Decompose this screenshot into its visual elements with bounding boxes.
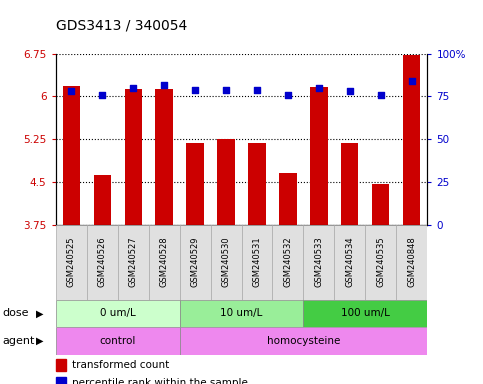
Bar [125, 88, 142, 225]
Text: ▶: ▶ [36, 308, 44, 318]
Bar [86, 225, 117, 300]
Point [377, 92, 385, 98]
Bar [211, 225, 242, 300]
Point [191, 86, 199, 93]
Text: GSM240532: GSM240532 [284, 237, 293, 287]
Bar [149, 225, 180, 300]
Bar [186, 142, 203, 225]
Bar [156, 88, 172, 225]
Text: 0 um/L: 0 um/L [99, 308, 135, 318]
Point [67, 88, 75, 94]
Bar [56, 377, 66, 384]
Text: 10 um/L: 10 um/L [220, 308, 263, 318]
Text: GSM240529: GSM240529 [190, 237, 199, 287]
Point [315, 85, 323, 91]
Bar [248, 143, 266, 225]
Bar [311, 88, 327, 225]
Bar [397, 225, 427, 300]
Bar [242, 225, 272, 300]
Text: agent: agent [2, 336, 35, 346]
Text: GDS3413 / 340054: GDS3413 / 340054 [56, 19, 187, 33]
Text: 100 um/L: 100 um/L [341, 308, 390, 318]
Text: control: control [99, 336, 136, 346]
Text: dose: dose [2, 308, 29, 318]
Point [222, 86, 230, 93]
Bar [217, 139, 235, 225]
Text: homocysteine: homocysteine [267, 336, 340, 346]
Text: GSM240527: GSM240527 [128, 237, 138, 287]
Point [408, 78, 416, 84]
Point [284, 92, 292, 98]
Bar [56, 359, 66, 371]
Bar [56, 300, 180, 327]
Bar [94, 175, 111, 225]
Bar [366, 225, 397, 300]
Text: GSM240528: GSM240528 [159, 237, 169, 287]
Point [129, 85, 137, 91]
Text: GSM240526: GSM240526 [98, 237, 107, 287]
Bar [180, 327, 427, 355]
Point [160, 81, 168, 88]
Bar [62, 86, 80, 225]
Bar [56, 225, 86, 300]
Bar [403, 55, 421, 225]
Bar [117, 225, 149, 300]
Text: ▶: ▶ [36, 336, 44, 346]
Text: transformed count: transformed count [72, 360, 170, 370]
Text: GSM240525: GSM240525 [67, 237, 75, 287]
Bar [280, 174, 297, 225]
Text: GSM240535: GSM240535 [376, 237, 385, 287]
Bar [56, 327, 180, 355]
Text: GSM240533: GSM240533 [314, 237, 324, 288]
Bar [303, 225, 334, 300]
Text: GSM240534: GSM240534 [345, 237, 355, 287]
Point [346, 88, 354, 94]
Bar [303, 300, 427, 327]
Bar [341, 142, 358, 225]
Bar [372, 184, 389, 225]
Point [98, 92, 106, 98]
Point [253, 86, 261, 93]
Text: GSM240848: GSM240848 [408, 237, 416, 288]
Bar [180, 300, 303, 327]
Text: percentile rank within the sample: percentile rank within the sample [72, 378, 248, 384]
Bar [334, 225, 366, 300]
Text: GSM240531: GSM240531 [253, 237, 261, 287]
Bar [180, 225, 211, 300]
Bar [272, 225, 303, 300]
Text: GSM240530: GSM240530 [222, 237, 230, 287]
